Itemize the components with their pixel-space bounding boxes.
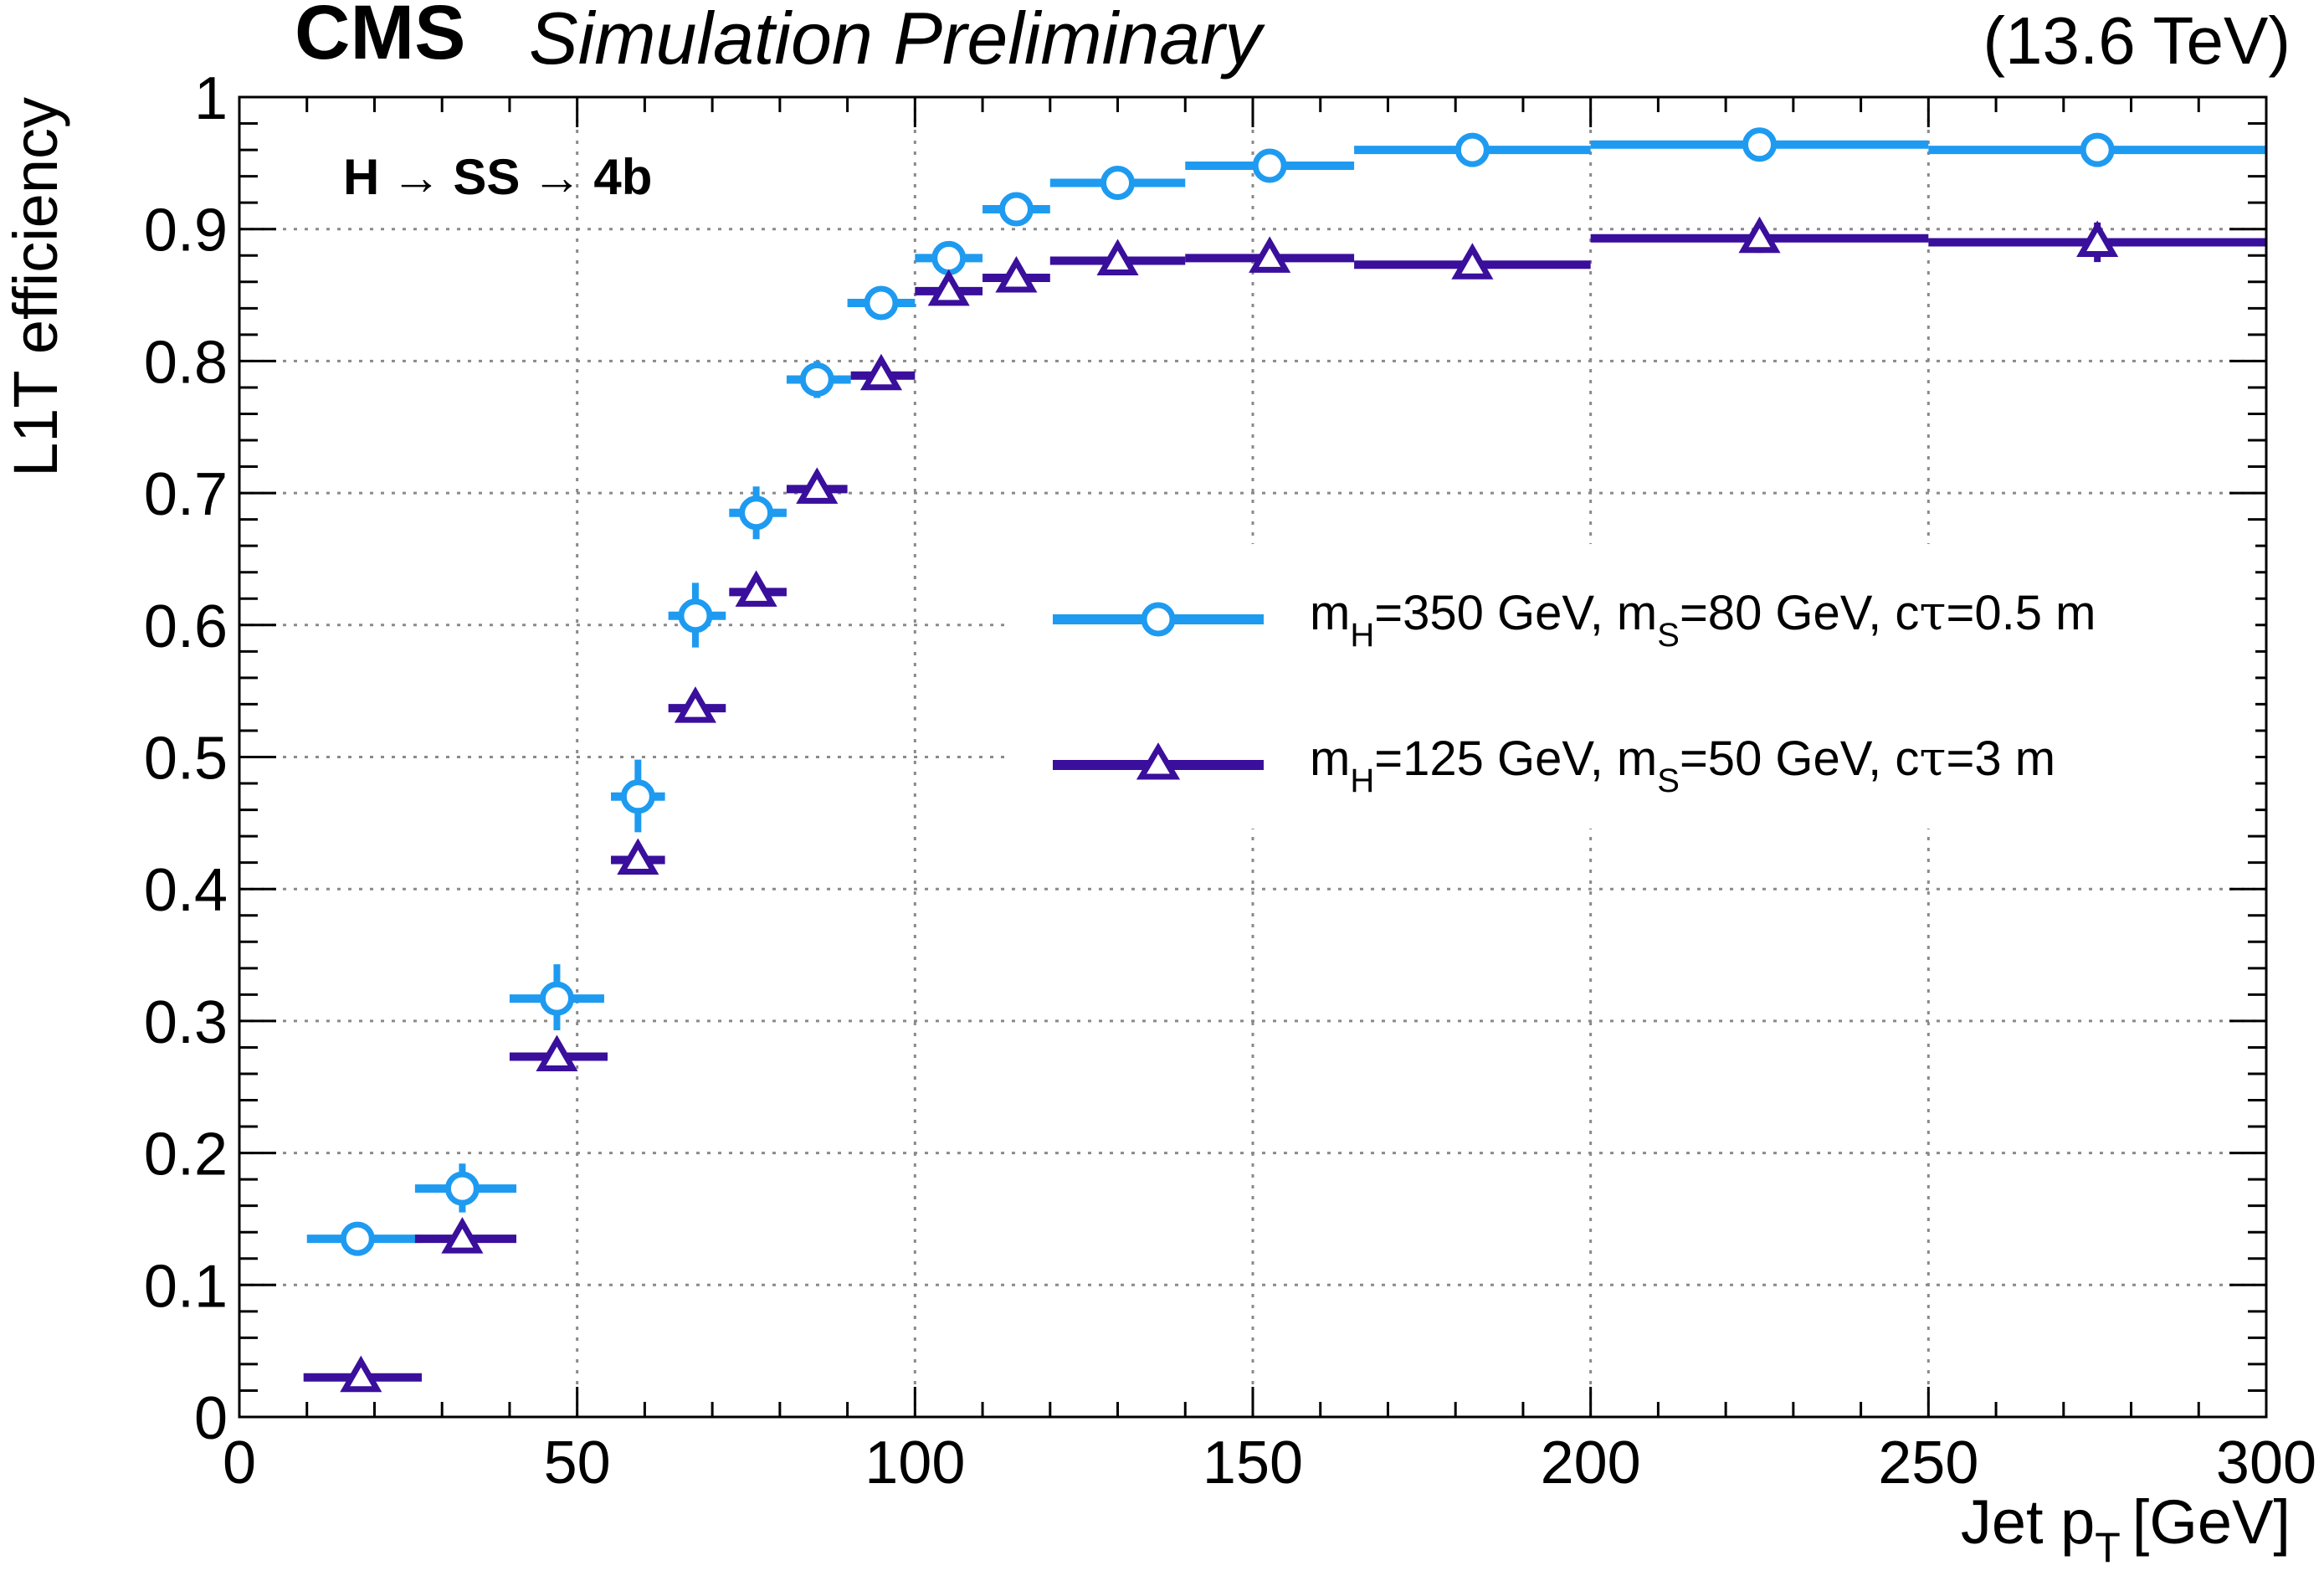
x-tick-label: 250: [1878, 1430, 1978, 1496]
data-point-circle: [340, 1221, 375, 1256]
data-point-circle: [739, 495, 774, 531]
data-point-triangle: [340, 1355, 382, 1393]
y-tick-label: 0.8: [144, 329, 228, 396]
legend-label-series-1: mH=350 GeV, mS=80 GeV, cτ=0.5 m: [1310, 584, 2096, 654]
data-point-triangle: [859, 353, 903, 391]
data-point-circle: [678, 598, 713, 634]
data-point-circle: [1454, 132, 1490, 167]
data-point-triangle: [735, 570, 777, 607]
legend-entry-series-2: mH=125 GeV, mS=50 GeV, cτ=3 m: [1053, 730, 2055, 799]
data-point-triangle: [1451, 243, 1494, 280]
experiment-label: CMS: [295, 0, 465, 75]
x-tick-label: 100: [864, 1430, 965, 1496]
data-point-circle: [2080, 132, 2115, 167]
y-tick-label: 1: [194, 65, 228, 132]
legend-background: [1008, 544, 2255, 829]
y-tick-label: 0.1: [144, 1253, 228, 1320]
data-point-circle: [1100, 166, 1136, 201]
legend-entry-series-1: mH=350 GeV, mS=80 GeV, cτ=0.5 m: [1053, 584, 2096, 654]
y-tick-label: 0.9: [144, 198, 228, 264]
data-point-circle: [620, 779, 655, 814]
data-point-triangle: [927, 269, 970, 306]
series-2: [303, 216, 2266, 1393]
x-tick-label: 0: [223, 1430, 256, 1496]
y-tick-label: 0.7: [144, 461, 228, 528]
data-point-triangle: [995, 256, 1038, 293]
y-axis-title: L1T efficiency: [1, 97, 70, 477]
data-point-triangle: [1249, 236, 1291, 273]
y-tick-label: 0.2: [144, 1122, 228, 1188]
y-tick-label: 0.5: [144, 726, 228, 793]
x-axis-title: Jet pT [GeV]: [1961, 1487, 2291, 1571]
plot-frame: [238, 95, 2268, 1419]
y-tick-label: 0.6: [144, 593, 228, 660]
data-point-triangle: [674, 686, 717, 723]
data-point-triangle: [2076, 220, 2119, 257]
legend-label-series-2: mH=125 GeV, mS=50 GeV, cτ=3 m: [1310, 730, 2055, 799]
data-point-circle: [1742, 127, 1777, 162]
legend: mH=350 GeV, mS=80 GeV, cτ=0.5 m mH=125 G…: [1053, 584, 2096, 799]
data-point-triangle: [536, 1034, 578, 1071]
data-point-circle: [539, 981, 574, 1016]
data-point-circle: [864, 285, 899, 321]
data-point-triangle: [1738, 216, 1781, 254]
data-point-circle: [998, 192, 1034, 227]
y-tick-labels: 0 0.1 0.2 0.3 0.4 0.5 0.6 0.7 0.8 0.9 1: [144, 65, 228, 1452]
x-tick-label: 50: [544, 1430, 611, 1496]
x-tick-label: 150: [1203, 1430, 1303, 1496]
status-label: Simulation Preliminary: [529, 0, 1265, 80]
data-point-triangle: [441, 1217, 484, 1254]
x-tick-labels: 0 50 100 150 200 250 300: [223, 1430, 2316, 1496]
data-point-circle: [931, 240, 967, 275]
x-tick-label: 200: [1541, 1430, 1641, 1496]
y-tick-label: 0.3: [144, 989, 228, 1056]
y-tick-label: 0.4: [144, 857, 228, 924]
energy-label: (13.6 TeV): [1983, 3, 2291, 78]
data-point-triangle: [1096, 239, 1139, 276]
series-1: [306, 127, 2266, 1256]
data-point-triangle: [796, 467, 839, 504]
x-tick-label: 300: [2216, 1430, 2316, 1496]
legend-marker-circle: [1141, 602, 1176, 637]
legend-marker-triangle: [1136, 742, 1181, 780]
data-point-triangle: [617, 838, 659, 875]
series-layer: [303, 127, 2266, 1393]
y-tick-label: 0: [194, 1385, 228, 1452]
data-point-circle: [799, 362, 834, 397]
data-point-circle: [444, 1171, 480, 1206]
data-point-circle: [1252, 148, 1287, 183]
process-annotation: H → SS → 4b: [343, 149, 652, 205]
